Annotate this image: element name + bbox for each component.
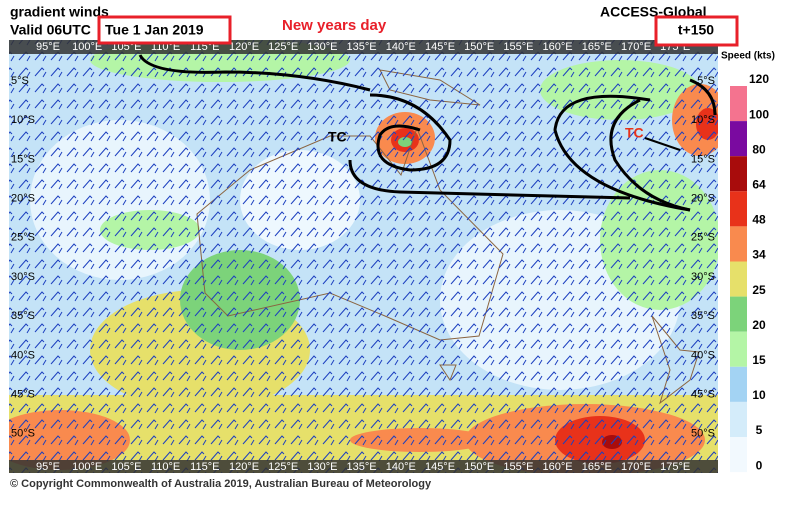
- longitude-label: 110°E: [151, 461, 180, 473]
- latitude-label: 20°S: [11, 193, 35, 205]
- latitude-labels-right: 5°S 10°S 15°S 20°S 25°S 30°S 35°S 40°S 45°S 50°S: [691, 75, 715, 440]
- longitude-label: 100°E: [72, 461, 102, 473]
- longitude-label: 135°E: [347, 41, 377, 53]
- latitude-labels-left: 5°S 10°S 15°S 20°S 25°S 30°S 35°S 40°S 45°S 50°S: [11, 75, 35, 440]
- longitude-label: 135°E: [347, 461, 377, 473]
- legend-label: 25: [752, 283, 766, 297]
- cyclone-label: TC: [625, 125, 644, 141]
- legend-swatch: [730, 121, 747, 157]
- longitude-label: 100°E: [72, 41, 102, 53]
- longitude-label: 125°E: [268, 461, 298, 473]
- valid-time: Valid 06UTC: [10, 22, 91, 38]
- legend-swatch: [730, 226, 747, 262]
- latitude-label: 30°S: [691, 271, 715, 283]
- latitude-label: 20°S: [691, 193, 715, 205]
- longitude-label: 150°E: [464, 41, 494, 53]
- legend-swatch: [730, 296, 747, 332]
- latitude-label: 25°S: [691, 232, 715, 244]
- longitude-label: 125°E: [268, 41, 298, 53]
- longitude-label: 165°E: [582, 461, 612, 473]
- latitude-label: 15°S: [691, 153, 715, 165]
- longitude-label: 170°E: [621, 461, 651, 473]
- legend-label: 120: [749, 72, 769, 86]
- product-title: gradient winds: [10, 4, 109, 20]
- legend-swatch: [730, 331, 747, 367]
- longitude-label: 155°E: [503, 461, 533, 473]
- latitude-label: 50°S: [691, 428, 715, 440]
- longitude-labels-bottom: 95°E 100°E 105°E 110°E 115°E 120°E 125°E 130°E 1…: [36, 461, 690, 473]
- longitude-label: 160°E: [543, 41, 573, 53]
- latitude-label: 40°S: [11, 349, 35, 361]
- legend-swatch: [730, 437, 747, 473]
- legend: 120 100 80 64 48 34 25 20 15 10 5 0: [730, 72, 769, 472]
- longitude-label: 170°E: [621, 41, 651, 53]
- legend-label: 80: [752, 142, 766, 156]
- longitude-label: 95°E: [36, 461, 60, 473]
- legend-title: Speed (kts): [721, 51, 775, 62]
- cyclone-label: TC: [328, 129, 347, 145]
- longitude-label: 175°E: [660, 461, 690, 473]
- latitude-label: 5°S: [11, 75, 29, 87]
- latitude-label: 45°S: [11, 389, 35, 401]
- legend-label: 5: [756, 423, 763, 437]
- legend-swatch: [730, 191, 747, 227]
- legend-label: 100: [749, 107, 769, 121]
- longitude-label: 130°E: [307, 41, 337, 53]
- highlight-box: [97, 15, 232, 45]
- latitude-label: 35°S: [11, 310, 35, 322]
- legend-swatch: [730, 86, 747, 122]
- legend-label: 15: [752, 353, 766, 367]
- legend-swatch: [730, 366, 747, 402]
- latitude-label: 15°S: [11, 153, 35, 165]
- longitude-label: 140°E: [386, 461, 416, 473]
- longitude-label: 160°E: [543, 461, 573, 473]
- legend-label: 20: [752, 318, 766, 332]
- latitude-label: 45°S: [691, 389, 715, 401]
- forecast-date: Tue 1 Jan 2019: [105, 22, 204, 38]
- latitude-label: 40°S: [691, 349, 715, 361]
- longitude-label: 155°E: [503, 41, 533, 53]
- legend-swatch: [730, 261, 747, 297]
- longitude-label: 145°E: [425, 461, 455, 473]
- latitude-label: 30°S: [11, 271, 35, 283]
- longitude-label: 120°E: [229, 461, 259, 473]
- longitude-label: 105°E: [111, 461, 141, 473]
- map-field: [9, 40, 718, 473]
- latitude-label: 10°S: [11, 114, 35, 126]
- legend-label: 48: [752, 213, 766, 227]
- latitude-label: 50°S: [11, 428, 35, 440]
- longitude-label: 120°E: [229, 41, 259, 53]
- annotation: New years day: [282, 17, 387, 34]
- lead-time: t+150: [678, 22, 714, 38]
- longitude-label: 140°E: [386, 41, 416, 53]
- legend-swatch: [730, 401, 747, 437]
- longitude-label: 150°E: [464, 461, 494, 473]
- latitude-label: 5°S: [697, 75, 715, 87]
- latitude-label: 10°S: [691, 114, 715, 126]
- latitude-label: 35°S: [691, 310, 715, 322]
- longitude-label: 95°E: [36, 41, 60, 53]
- latitude-label: 25°S: [11, 232, 35, 244]
- longitude-label: 165°E: [582, 41, 612, 53]
- legend-label: 64: [752, 177, 766, 191]
- highlight-box: [654, 15, 739, 47]
- longitude-label: 145°E: [425, 41, 455, 53]
- legend-label: 34: [752, 248, 766, 262]
- longitude-label: 130°E: [307, 461, 337, 473]
- longitude-label: 115°E: [190, 461, 219, 473]
- legend-label: 10: [752, 388, 766, 402]
- legend-label: 0: [756, 458, 763, 472]
- legend-swatch: [730, 156, 747, 192]
- copyright: © Copyright Commonwealth of Australia 20…: [10, 478, 432, 490]
